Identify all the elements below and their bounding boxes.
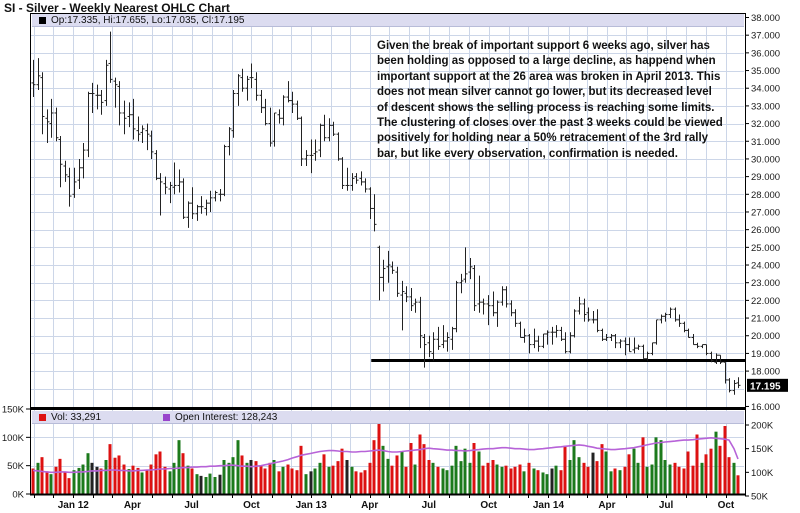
volume-axis-labels: 150K 100K 50K 0K bbox=[2, 405, 30, 501]
svg-text:Oct: Oct bbox=[718, 500, 735, 511]
svg-text:Jul: Jul bbox=[659, 500, 674, 511]
svg-text:50K: 50K bbox=[7, 461, 25, 472]
annotation-text: Given the break of important support 6 w… bbox=[377, 39, 749, 162]
svg-text:23.000: 23.000 bbox=[751, 278, 780, 289]
open-interest-line bbox=[32, 436, 739, 474]
svg-text:38.000: 38.000 bbox=[751, 13, 780, 24]
svg-text:20.000: 20.000 bbox=[751, 331, 780, 342]
annotation-line: Given the break of important support 6 w… bbox=[377, 40, 710, 52]
svg-text:16.000: 16.000 bbox=[751, 402, 780, 413]
svg-text:Jan 13: Jan 13 bbox=[296, 500, 328, 511]
x-axis-labels: Jan 12 Apr Jul Oct Jan 13 Apr Jul Oct Jan 14 Apr J… bbox=[34, 495, 735, 511]
svg-text:24.000: 24.000 bbox=[751, 261, 780, 272]
svg-text:18.000: 18.000 bbox=[751, 367, 780, 378]
svg-text:22.000: 22.000 bbox=[751, 296, 780, 307]
annotation-line: important support at the 26 area was bro… bbox=[377, 70, 721, 83]
svg-text:36.000: 36.000 bbox=[751, 48, 780, 59]
price-legend-bar: Op:17.335, Hi:17.655, Lo:17.035, Cl:17.1… bbox=[32, 14, 744, 27]
svg-text:27.000: 27.000 bbox=[751, 207, 780, 218]
svg-text:28.000: 28.000 bbox=[751, 190, 780, 201]
volume-legend-marker-icon bbox=[39, 413, 46, 421]
svg-text:37.000: 37.000 bbox=[751, 31, 780, 42]
svg-text:Jul: Jul bbox=[184, 500, 199, 511]
open-interest-legend-text: Open Interest: 128,243 bbox=[175, 411, 278, 423]
volume-legend-bar: Vol: 33,291 Open Interest: 128,243 bbox=[32, 411, 744, 424]
svg-text:Apr: Apr bbox=[361, 500, 378, 511]
svg-text:0K: 0K bbox=[12, 490, 24, 501]
svg-text:32.000: 32.000 bbox=[751, 119, 780, 130]
grid bbox=[31, 14, 744, 493]
svg-text:29.000: 29.000 bbox=[751, 172, 780, 183]
svg-text:33.000: 33.000 bbox=[751, 101, 780, 112]
svg-text:Jan 14: Jan 14 bbox=[533, 500, 565, 511]
svg-text:34.000: 34.000 bbox=[751, 84, 780, 95]
svg-text:150K: 150K bbox=[2, 405, 25, 416]
annotation-line: bar, but like every observation, confirm… bbox=[377, 147, 679, 160]
svg-text:Jan 12: Jan 12 bbox=[58, 500, 90, 511]
svg-text:Oct: Oct bbox=[480, 500, 497, 511]
ohlc-bars bbox=[31, 31, 741, 395]
svg-text:50K: 50K bbox=[751, 492, 769, 503]
ohlc-legend-marker-icon bbox=[39, 16, 46, 24]
annotation-line: been holding as opposed to a large decli… bbox=[377, 55, 716, 68]
svg-text:26.000: 26.000 bbox=[751, 225, 780, 236]
svg-text:100K: 100K bbox=[2, 433, 25, 444]
last-price-label: 17.195 bbox=[750, 381, 781, 392]
annotation-line: does not mean silver cannot go lower, bu… bbox=[377, 86, 712, 99]
open-interest-legend-marker-icon bbox=[163, 413, 171, 421]
svg-text:30.000: 30.000 bbox=[751, 154, 780, 165]
svg-text:25.000: 25.000 bbox=[751, 243, 780, 254]
svg-text:Apr: Apr bbox=[124, 500, 141, 511]
svg-text:21.000: 21.000 bbox=[751, 314, 780, 325]
last-price-tag bbox=[747, 378, 788, 392]
annotation-line: positively for holding near a 50% retrac… bbox=[377, 132, 709, 145]
svg-text:19.000: 19.000 bbox=[751, 349, 780, 360]
ohlc-legend-text: Op:17.335, Hi:17.655, Lo:17.035, Cl:17.1… bbox=[51, 14, 245, 26]
svg-text:100K: 100K bbox=[751, 468, 774, 479]
svg-text:Oct: Oct bbox=[243, 500, 260, 511]
svg-text:Jul: Jul bbox=[422, 500, 437, 511]
volume-legend-text: Vol: 33,291 bbox=[51, 411, 102, 423]
open-interest-axis-labels: 200K 150K 100K 50K bbox=[745, 421, 774, 503]
pane-borders bbox=[30, 13, 746, 496]
annotation-line: The clustering of closes over the past 3… bbox=[377, 117, 723, 130]
svg-text:35.000: 35.000 bbox=[751, 66, 780, 77]
volume-bars bbox=[31, 423, 740, 494]
price-axis-labels: 38.000 37.000 36.000 35.000 34.000 33.000 32.0… bbox=[745, 13, 780, 413]
svg-text:200K: 200K bbox=[751, 421, 774, 432]
svg-text:31.000: 31.000 bbox=[751, 137, 780, 148]
svg-text:150K: 150K bbox=[751, 444, 774, 455]
svg-text:Apr: Apr bbox=[598, 500, 615, 511]
annotation-line: of descent shows the selling process is … bbox=[377, 101, 715, 114]
chart-title: SI - Silver - Weekly Nearest OHLC Chart bbox=[4, 1, 230, 15]
